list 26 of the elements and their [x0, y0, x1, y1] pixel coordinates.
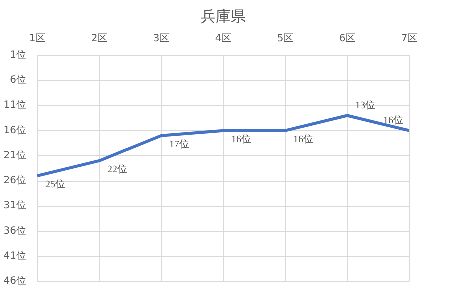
data-label: 25位 [46, 178, 66, 191]
data-label: 17位 [170, 138, 190, 150]
chart-title: 兵庫県 [201, 8, 246, 26]
y-tick-label: 26位 [4, 174, 27, 187]
y-tick-label: 41位 [4, 250, 27, 262]
data-label: 13位 [356, 99, 376, 112]
data-label: 16位 [384, 114, 404, 126]
x-tick-label: 1区 [29, 34, 46, 44]
x-tick-label: 4区 [215, 34, 232, 44]
data-label: 16位 [294, 133, 314, 146]
y-tick-label: 36位 [4, 224, 27, 237]
x-tick-label: 6区 [339, 34, 356, 44]
y-tick-label: 21位 [4, 149, 27, 162]
y-tick-label: 6位 [10, 74, 27, 86]
x-tick-label: 2区 [91, 34, 108, 44]
y-tick-label: 46位 [4, 275, 27, 287]
x-tick-label: 3区 [153, 34, 170, 44]
data-label: 22位 [108, 163, 128, 176]
y-tick-label: 31位 [4, 200, 27, 212]
y-tick-label: 16位 [4, 124, 27, 136]
data-label: 16位 [232, 133, 252, 146]
y-tick-label: 11位 [4, 99, 27, 112]
y-tick-label: 1位 [10, 49, 27, 61]
line-series [38, 114, 410, 178]
x-tick-label: 7区 [401, 34, 418, 44]
x-tick-label: 5区 [277, 34, 294, 44]
